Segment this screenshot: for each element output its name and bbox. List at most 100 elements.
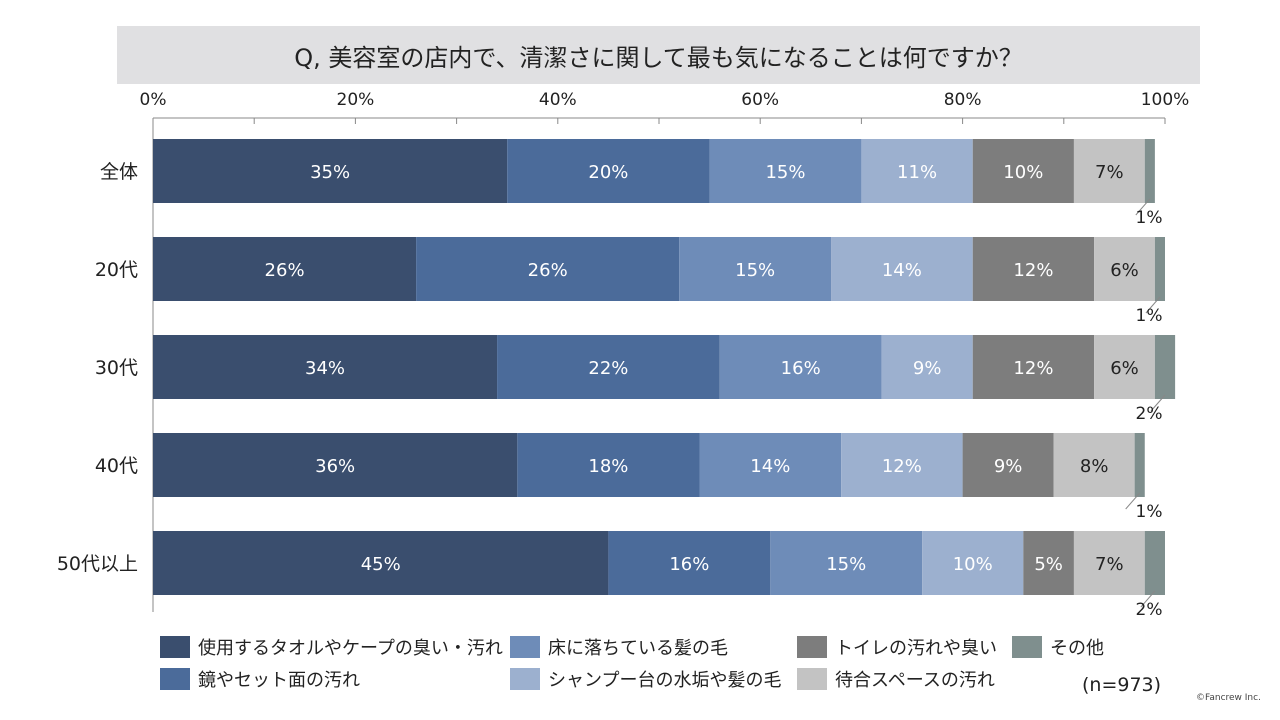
bar-data-label: 22% bbox=[588, 358, 628, 379]
bar-segment bbox=[497, 335, 720, 399]
bar-data-label: 12% bbox=[882, 456, 922, 477]
x-tick-label: 60% bbox=[741, 90, 779, 110]
bar-segment bbox=[922, 531, 1024, 595]
bar-data-label: 16% bbox=[781, 358, 821, 379]
bar-segment bbox=[1094, 237, 1155, 301]
bar-segment bbox=[881, 335, 973, 399]
chart-title-bar: Q, 美容室の店内で、清潔さに関して最も気になることは何ですか？ bbox=[117, 26, 1200, 84]
bar-segment bbox=[153, 531, 609, 595]
bar-segment bbox=[507, 139, 710, 203]
legend-label: 待合スペースの汚れ bbox=[835, 670, 995, 691]
legend-item: 使用するタオルやケープの臭い・汚れ bbox=[160, 634, 503, 660]
category-label: 全体 bbox=[100, 161, 138, 183]
legend-label: 床に落ちている髪の毛 bbox=[548, 638, 728, 659]
legend-swatch bbox=[1012, 636, 1042, 658]
x-tick-label: 20% bbox=[337, 90, 375, 110]
bar-data-label: 2% bbox=[1136, 404, 1163, 424]
bar-segment bbox=[153, 237, 417, 301]
bar-segment bbox=[841, 433, 963, 497]
chart-title: Q, 美容室の店内で、清潔さに関して最も気になることは何ですか？ bbox=[294, 43, 1023, 72]
bar-segment bbox=[416, 237, 680, 301]
x-tick-label: 80% bbox=[944, 90, 982, 110]
bar-data-label: 1% bbox=[1136, 208, 1163, 228]
legend-label: トイレの汚れや臭い bbox=[835, 638, 997, 659]
legend-swatch bbox=[797, 636, 827, 658]
bar-data-label: 20% bbox=[588, 162, 628, 183]
bar-data-label: 10% bbox=[953, 554, 993, 575]
bar-segment bbox=[1053, 433, 1135, 497]
bar-data-label: 9% bbox=[913, 358, 942, 379]
bar-segment bbox=[719, 335, 882, 399]
bar-segment bbox=[962, 433, 1054, 497]
bar-segment bbox=[861, 139, 973, 203]
bar-segment bbox=[1134, 433, 1145, 497]
bar-segment bbox=[1154, 335, 1176, 399]
bar-data-label: 5% bbox=[1034, 554, 1063, 575]
bar-data-label: 26% bbox=[528, 260, 568, 281]
bar-data-label: 11% bbox=[897, 162, 937, 183]
bar-segment bbox=[1073, 531, 1145, 595]
bar-data-label: 36% bbox=[315, 456, 355, 477]
legend-label: その他 bbox=[1050, 638, 1104, 659]
legend-item: 待合スペースの汚れ bbox=[797, 666, 995, 692]
bar-segment bbox=[153, 433, 518, 497]
legend-label: シャンプー台の水垢や髪の毛 bbox=[548, 670, 782, 691]
bar-segment bbox=[1144, 531, 1165, 595]
leader-line bbox=[1145, 296, 1161, 314]
bar-segment bbox=[679, 237, 832, 301]
bar-data-label: 45% bbox=[361, 554, 401, 575]
category-label: 50代以上 bbox=[57, 553, 138, 575]
bar-segment bbox=[770, 531, 923, 595]
bar-data-label: 34% bbox=[305, 358, 345, 379]
bar-segment bbox=[709, 139, 862, 203]
legend-swatch bbox=[160, 636, 190, 658]
x-tick-label: 100% bbox=[1141, 90, 1190, 110]
bar-segment bbox=[1073, 139, 1145, 203]
leader-line bbox=[1140, 590, 1156, 608]
bar-data-label: 35% bbox=[310, 162, 350, 183]
legend-swatch bbox=[510, 636, 540, 658]
bar-segment bbox=[972, 335, 1095, 399]
bar-data-label: 12% bbox=[1013, 358, 1053, 379]
bar-data-label: 9% bbox=[994, 456, 1023, 477]
legend-swatch bbox=[510, 668, 540, 690]
chart-legend: 使用するタオルやケープの臭い・汚れ鏡やセット面の汚れ 床に落ちている髪の毛シャンプ… bbox=[160, 634, 1180, 698]
category-label: 40代 bbox=[95, 455, 138, 477]
bar-data-label: 1% bbox=[1136, 306, 1163, 326]
x-tick-label: 40% bbox=[539, 90, 577, 110]
bar-data-label: 14% bbox=[882, 260, 922, 281]
copyright-credit: ©Fancrew Inc. bbox=[1196, 693, 1261, 703]
bar-segment bbox=[831, 237, 973, 301]
bar-data-label: 15% bbox=[826, 554, 866, 575]
legend-item: シャンプー台の水垢や髪の毛 bbox=[510, 666, 781, 692]
bar-segment bbox=[608, 531, 771, 595]
bar-segment bbox=[972, 139, 1074, 203]
bar-segment bbox=[1094, 335, 1155, 399]
legend-item: 鏡やセット面の汚れ bbox=[160, 666, 360, 692]
bar-data-label: 26% bbox=[265, 260, 305, 281]
bar-data-label: 2% bbox=[1136, 600, 1163, 620]
bar-data-label: 6% bbox=[1110, 358, 1139, 379]
x-tick-label: 0% bbox=[140, 90, 167, 110]
legend-swatch bbox=[160, 668, 190, 690]
bar-segment bbox=[1023, 531, 1074, 595]
bar-segment bbox=[153, 139, 508, 203]
bar-segment bbox=[1154, 237, 1165, 301]
bar-segment bbox=[1144, 139, 1155, 203]
legend-item: その他 bbox=[1012, 634, 1104, 660]
bar-data-label: 8% bbox=[1080, 456, 1109, 477]
bar-segment bbox=[972, 237, 1095, 301]
bar-data-label: 16% bbox=[669, 554, 709, 575]
bar-data-label: 15% bbox=[765, 162, 805, 183]
bar-data-label: 6% bbox=[1110, 260, 1139, 281]
category-label: 20代 bbox=[95, 259, 138, 281]
bar-data-label: 18% bbox=[588, 456, 628, 477]
category-label: 30代 bbox=[95, 357, 138, 379]
legend-label: 鏡やセット面の汚れ bbox=[198, 670, 360, 691]
bar-segment bbox=[153, 335, 498, 399]
bar-data-label: 12% bbox=[1013, 260, 1053, 281]
legend-swatch bbox=[797, 668, 827, 690]
bar-data-label: 7% bbox=[1095, 554, 1124, 575]
bar-data-label: 10% bbox=[1003, 162, 1043, 183]
